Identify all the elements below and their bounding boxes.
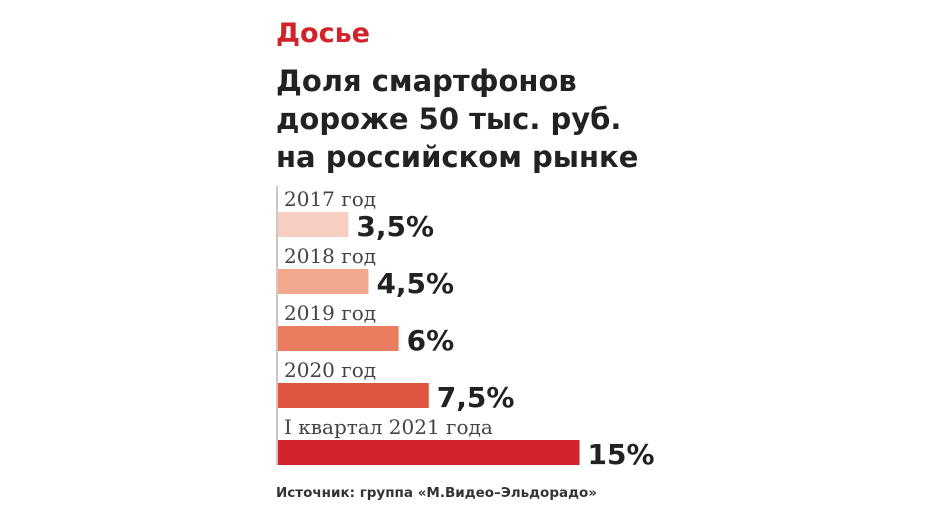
value-label: 4,5% xyxy=(376,267,454,300)
bar xyxy=(278,383,429,408)
category-label: 2019 год xyxy=(284,301,376,325)
category-label: I квартал 2021 года xyxy=(284,415,493,439)
title-line-2: дороже 50 тыс. руб. xyxy=(276,102,622,136)
value-label: 15% xyxy=(588,438,655,471)
title-line-3: на российском рынке xyxy=(276,140,639,174)
value-label: 3,5% xyxy=(356,210,434,243)
value-label: 7,5% xyxy=(437,381,515,414)
bar xyxy=(278,326,399,351)
category-label: 2018 год xyxy=(284,244,376,268)
bar xyxy=(278,212,349,237)
category-label: 2017 год xyxy=(284,187,376,211)
category-label: 2020 год xyxy=(284,358,376,382)
bar xyxy=(278,269,369,294)
kicker: Досье xyxy=(276,18,370,49)
bar xyxy=(278,440,580,465)
chart-title: Доля смартфонов дороже 50 тыс. руб. на р… xyxy=(276,62,696,176)
title-line-1: Доля смартфонов xyxy=(276,64,577,98)
value-label: 6% xyxy=(407,324,455,357)
source-note: Источник: группа «М.Видео–Эльдорадо» xyxy=(276,485,597,501)
